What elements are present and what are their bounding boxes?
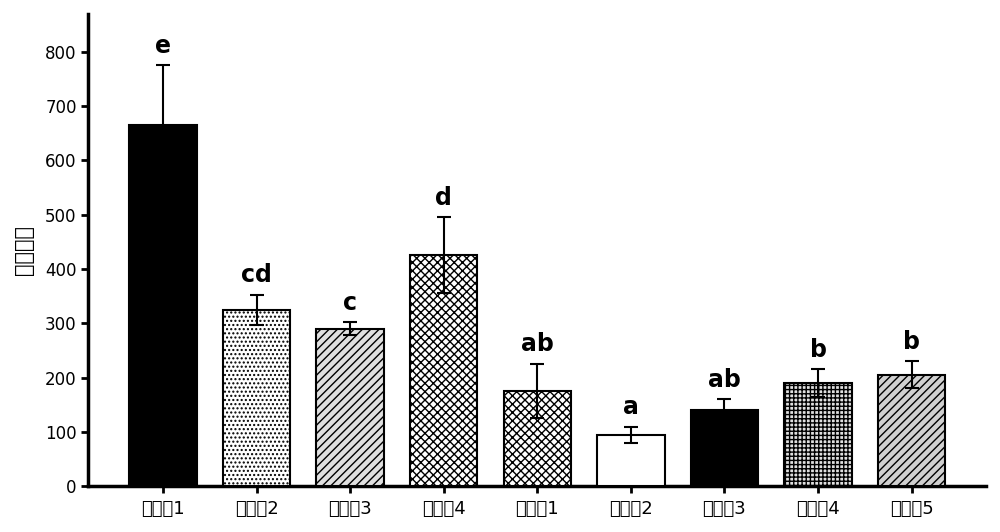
Bar — [410, 255, 477, 486]
Bar — [316, 329, 384, 486]
Text: ab: ab — [521, 332, 554, 356]
Text: b: b — [810, 338, 827, 362]
Bar — [784, 383, 852, 486]
Bar — [691, 410, 758, 486]
Text: cd: cd — [241, 263, 272, 287]
Text: ab: ab — [708, 368, 741, 392]
Bar — [223, 310, 290, 486]
Text: a: a — [623, 395, 639, 419]
Text: d: d — [435, 186, 452, 210]
Bar — [878, 375, 945, 486]
Bar — [504, 391, 571, 486]
Text: e: e — [155, 34, 171, 58]
Y-axis label: 喙球次数: 喙球次数 — [14, 225, 34, 275]
Bar — [597, 435, 665, 486]
Text: b: b — [903, 330, 920, 354]
Text: c: c — [343, 290, 357, 314]
Bar — [129, 125, 197, 486]
